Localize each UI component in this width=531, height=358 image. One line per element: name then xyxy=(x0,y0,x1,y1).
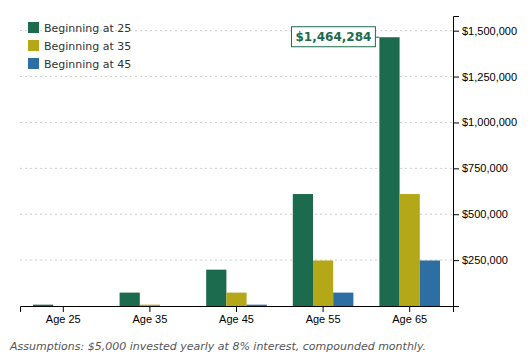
bars xyxy=(33,37,440,306)
x-tick-mark xyxy=(149,306,150,312)
x-tick-label: Age 25 xyxy=(46,313,81,325)
bar xyxy=(120,293,140,306)
bar xyxy=(420,260,440,306)
y-tick-label: $1,500,000 xyxy=(462,25,517,37)
x-tick: Age 65 xyxy=(392,306,427,325)
x-tick-mark xyxy=(323,306,324,312)
legend-entry: Beginning at 45 xyxy=(28,58,131,71)
y-tick: $1,500,000 xyxy=(453,25,517,37)
y-tick: $1,000,000 xyxy=(453,116,517,128)
y-tick: $250,000 xyxy=(453,254,508,266)
legend: Beginning at 25 Beginning at 35 Beginning … xyxy=(28,22,131,71)
bar xyxy=(333,293,353,306)
x-tick-label: Age 55 xyxy=(306,313,341,325)
x-tick: Age 45 xyxy=(219,306,254,325)
legend-label: Beginning at 45 xyxy=(44,58,131,71)
bar xyxy=(53,306,73,307)
bar xyxy=(226,293,246,306)
x-tick: Age 35 xyxy=(132,306,167,325)
legend-swatch xyxy=(28,22,39,33)
y-tick-label: $500,000 xyxy=(462,208,508,220)
chart: Age 25 Age 35 Age 45 Age 55 Age 65 $250,000 $5… xyxy=(0,0,531,358)
x-tick-mark xyxy=(63,306,64,312)
y-tick-mark xyxy=(453,122,459,123)
legend-entry: Beginning at 25 xyxy=(28,22,131,35)
x-axis-line xyxy=(21,307,454,313)
bar xyxy=(33,305,53,306)
annotation-connector xyxy=(375,37,379,38)
legend-entry: Beginning at 35 xyxy=(28,40,131,53)
x-tick-mark xyxy=(409,306,410,312)
y-axis: $250,000 $500,000 $750,000 $1,000,000 $1,250… xyxy=(453,17,517,307)
x-tick: Age 55 xyxy=(306,306,341,325)
y-tick-mark xyxy=(453,77,459,78)
y-tick-mark xyxy=(453,260,459,261)
annotation: $1,464,284 xyxy=(291,27,379,47)
legend-label: Beginning at 25 xyxy=(44,22,131,35)
annotation-text: $1,464,284 xyxy=(295,30,371,44)
bar xyxy=(206,270,226,306)
y-tick: $500,000 xyxy=(453,208,508,220)
y-tick-mark xyxy=(453,31,459,32)
y-tick: $750,000 xyxy=(453,162,508,174)
bar xyxy=(140,305,160,306)
plot: Age 25 Age 35 Age 45 Age 55 Age 65 $250,000 $5… xyxy=(20,17,517,325)
legend-swatch xyxy=(28,40,39,51)
y-tick: $1,250,000 xyxy=(453,71,517,83)
y-tick-mark xyxy=(453,214,459,215)
y-tick-label: $750,000 xyxy=(462,162,508,174)
caption: Assumptions: $5,000 invested yearly at 8… xyxy=(9,340,426,353)
y-tick-mark xyxy=(453,168,459,169)
bar xyxy=(400,194,420,306)
legend-label: Beginning at 35 xyxy=(44,40,131,53)
x-tick-mark xyxy=(236,306,237,312)
bar xyxy=(313,260,333,306)
y-axis-line xyxy=(454,17,460,307)
legend-swatch xyxy=(28,58,39,69)
y-tick-label: $250,000 xyxy=(462,254,508,266)
bar xyxy=(73,306,93,307)
x-tick: Age 25 xyxy=(46,306,81,325)
x-tick-label: Age 65 xyxy=(392,313,427,325)
bar xyxy=(293,194,313,306)
y-tick-label: $1,000,000 xyxy=(462,116,517,128)
x-axis: Age 25 Age 35 Age 45 Age 55 Age 65 xyxy=(21,306,454,325)
y-tick-label: $1,250,000 xyxy=(462,71,517,83)
x-tick-label: Age 35 xyxy=(132,313,167,325)
bar xyxy=(247,305,267,306)
annotation-box xyxy=(291,27,375,47)
x-tick-label: Age 45 xyxy=(219,313,254,325)
bar xyxy=(160,306,180,307)
bar xyxy=(379,37,399,306)
